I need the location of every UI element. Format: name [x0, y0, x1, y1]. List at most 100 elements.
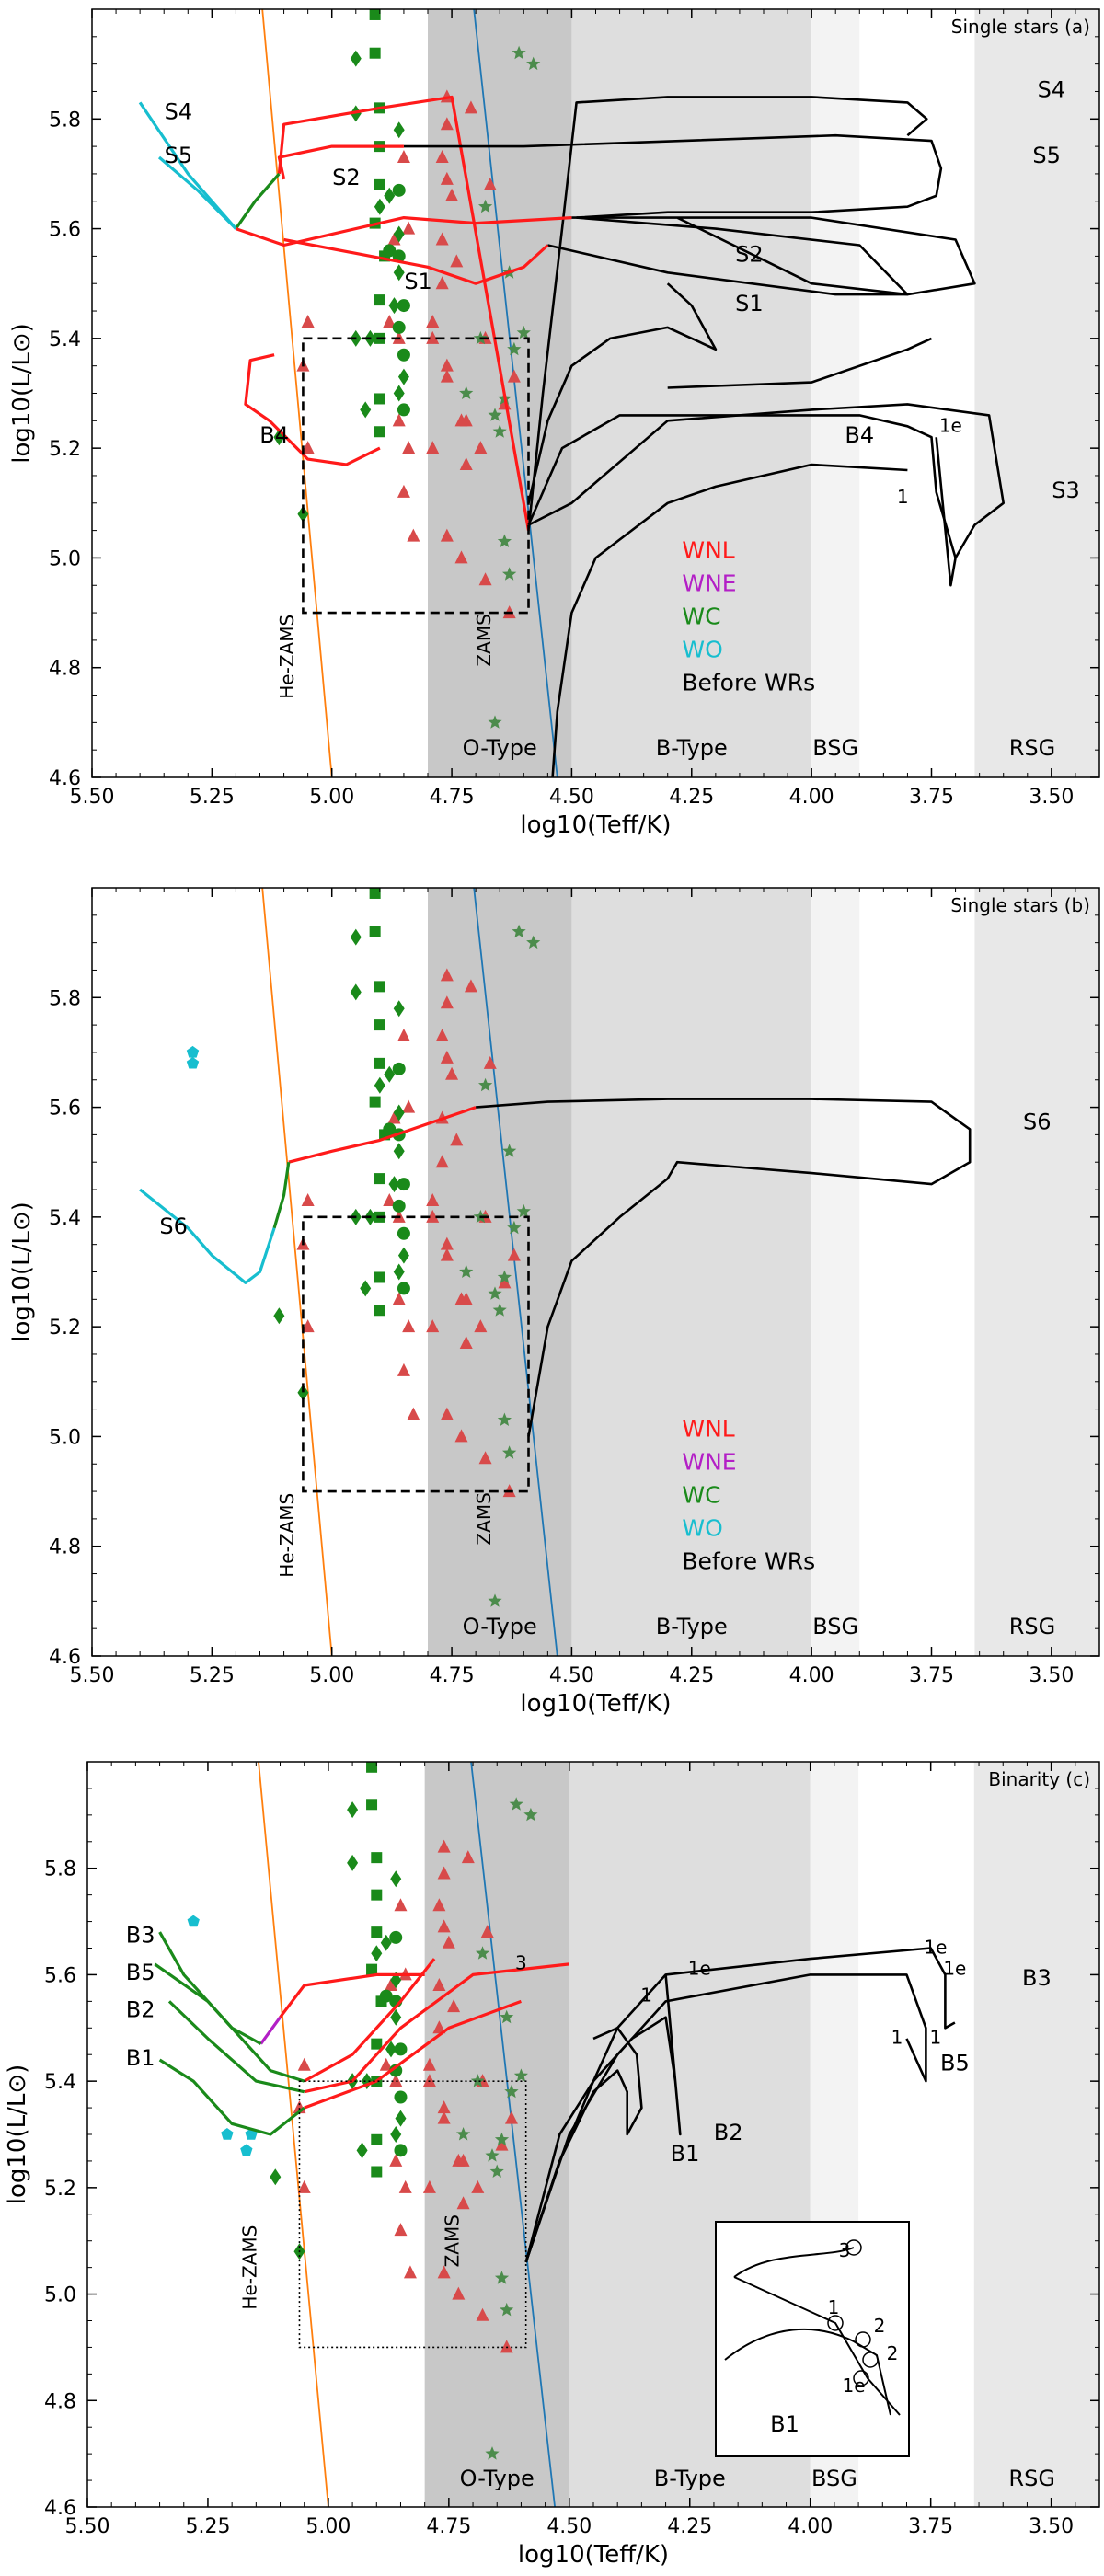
region-label-bsg: BSG: [812, 735, 858, 761]
wc-circle-marker: [389, 2064, 403, 2077]
wnl-star-marker: [397, 1029, 410, 1042]
wnl-star-marker: [440, 358, 454, 372]
ms-star-marker: [523, 1807, 538, 1822]
wc-diamond-marker: [385, 2041, 397, 2058]
region-label-o-type: O-Type: [463, 1614, 537, 1639]
ms-star-marker: [494, 2271, 510, 2284]
track-s4-wo: [138, 101, 237, 230]
region-label-rsg: RSG: [1008, 2466, 1055, 2491]
y-axis-label: log10(L/L⊙): [8, 323, 36, 464]
track-ext-before: [667, 337, 933, 389]
wnl-star-marker: [461, 1850, 475, 1864]
wnl-star-marker: [397, 150, 410, 164]
wnl-star-marker: [459, 1336, 473, 1350]
x-tick-label: 3.75: [909, 1664, 954, 1687]
ms-star-marker: [500, 2009, 514, 2024]
x-tick-label: 3.50: [1029, 786, 1074, 809]
track-b4-wnl: [244, 353, 381, 466]
ms-star-marker: [478, 1077, 493, 1092]
wo-pentagon-marker: [187, 1915, 200, 1927]
wnl-star-marker: [437, 1919, 451, 1933]
wnl-star-marker: [426, 1209, 440, 1223]
legend-entry-0: WNL: [682, 1415, 734, 1442]
wc-circle-marker: [394, 2144, 408, 2157]
ms-star-marker: [512, 45, 526, 60]
y-tick-label: 5.0: [49, 1426, 81, 1449]
ms-star-marker: [456, 2127, 471, 2141]
track-label-s4: S4: [165, 98, 193, 124]
track-s4-wc: [235, 172, 281, 230]
wnl-star-marker: [500, 2340, 513, 2353]
track-label-b2-end: B2: [714, 2120, 743, 2145]
x-tick-label: 4.00: [788, 2515, 833, 2538]
wnl-star-marker: [440, 1236, 454, 1250]
track-s6-before: [476, 1098, 972, 1437]
wnl-star-marker: [459, 457, 473, 471]
wnl-star-marker: [440, 1407, 454, 1420]
wc-diamond-marker: [393, 385, 405, 402]
wnl-star-marker: [445, 188, 459, 201]
ms-star-marker: [502, 567, 517, 581]
wnl-star-marker: [478, 572, 492, 586]
track-label-b3: B3: [126, 1923, 155, 1949]
y-tick-label: 5.2: [49, 438, 81, 461]
wc-diamond-marker: [384, 1065, 396, 1083]
he-zams-label: He-ZAMS: [238, 2225, 260, 2310]
wnl-star-marker: [389, 2153, 403, 2167]
wc-square-marker: [366, 1963, 378, 1975]
wnl-star-marker: [432, 2020, 446, 2034]
wc-diamond-marker: [395, 2110, 407, 2127]
ms-star-marker: [513, 2068, 528, 2082]
track-s3-before: [527, 403, 1005, 587]
wc-circle-marker: [392, 183, 406, 197]
wnl-star-marker: [383, 314, 397, 328]
track-b5-wnl: [303, 1958, 436, 2083]
ms-star-marker: [526, 56, 541, 71]
y-tick-label: 5.4: [44, 2071, 76, 2094]
wc-diamond-marker: [356, 2142, 368, 2159]
wo-pentagon-marker: [186, 1056, 200, 1069]
ms-star-marker: [492, 1303, 507, 1317]
wc-diamond-marker: [374, 1076, 385, 1094]
wnl-star-marker: [440, 1248, 454, 1261]
ms-star-marker: [488, 408, 502, 421]
wc-diamond-marker: [390, 2008, 402, 2026]
wnl-star-marker: [474, 1319, 488, 1333]
wnl-star-marker: [450, 254, 464, 268]
wnl-star-marker: [301, 314, 315, 328]
track-s2-before: [571, 216, 976, 296]
ms-star-marker: [507, 341, 522, 356]
legend-entry-4: Before WRs: [682, 669, 815, 696]
inset-marker: [827, 2315, 844, 2331]
wnl-star-marker: [456, 2196, 470, 2210]
he-zams-line: [261, 888, 333, 1656]
wnl-star-marker: [426, 330, 440, 344]
track-s5-wo: [157, 155, 237, 230]
x-tick-label: 5.50: [70, 1664, 115, 1687]
wc-diamond-marker: [388, 1176, 400, 1193]
wnl-star-marker: [422, 2057, 436, 2071]
y-axis-label: log10(L/L⊙): [8, 1202, 36, 1342]
wc-diamond-marker: [347, 1801, 359, 1819]
y-tick-label: 5.2: [44, 2178, 76, 2201]
he-zams-line: [261, 9, 333, 777]
wnl-star-marker: [383, 1192, 397, 1206]
wc-diamond-marker: [393, 121, 405, 139]
wnl-star-marker: [507, 369, 521, 383]
track-label-b5-end: B5: [940, 2051, 970, 2076]
inset-annotation: 3: [839, 2239, 851, 2261]
wnl-star-marker: [450, 1133, 464, 1146]
track-b2-wnl: [304, 1962, 569, 2094]
y-tick-label: 5.0: [49, 547, 81, 570]
track-label-b1-end: B1: [671, 2141, 700, 2167]
wnl-star-marker: [402, 1319, 416, 1333]
wc-diamond-marker: [347, 1854, 359, 1871]
track-annotation: 1: [930, 2027, 942, 2049]
ms-star-marker: [485, 2446, 500, 2460]
track-s6-wnl: [288, 1106, 477, 1164]
wo-pentagon-marker: [221, 2128, 234, 2140]
wnl-star-marker: [459, 413, 473, 427]
wc-circle-marker: [389, 1930, 403, 1944]
wc-diamond-marker: [350, 983, 362, 1001]
wnl-star-marker: [440, 995, 454, 1009]
